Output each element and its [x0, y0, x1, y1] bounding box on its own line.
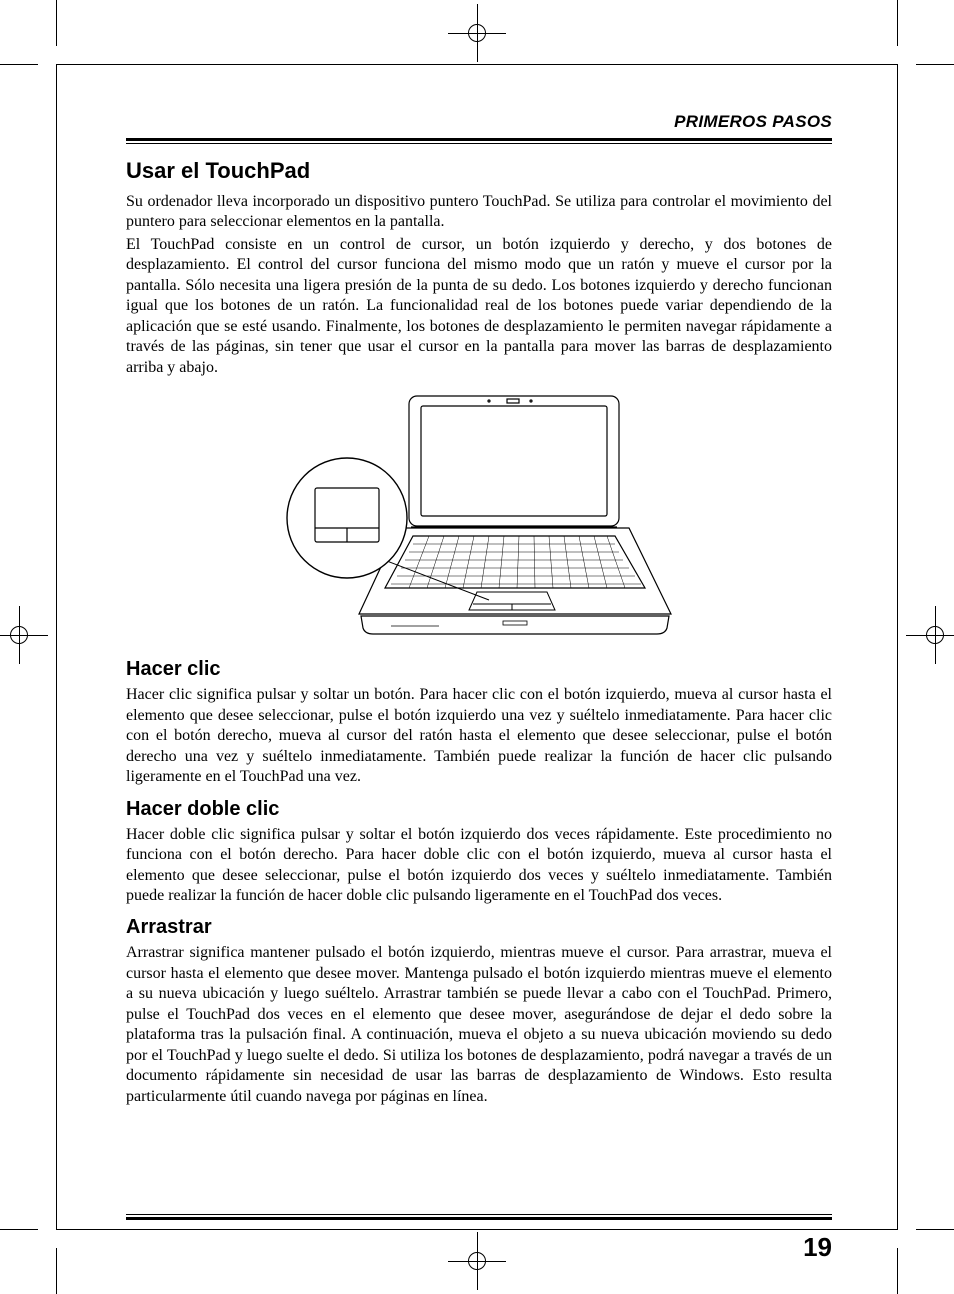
subsection-title-arrastrar: Arrastrar: [126, 916, 832, 939]
header-rule-thin: [126, 143, 832, 144]
footer-rules: [126, 1214, 832, 1222]
arrastrar-paragraph: Arrastrar significa mantener pulsado el …: [126, 943, 832, 1107]
section-title-usar-touchpad: Usar el TouchPad: [126, 158, 832, 184]
touchpad-figure: [279, 388, 679, 648]
running-head: PRIMEROS PASOS: [126, 112, 832, 138]
description-paragraph: El TouchPad consiste en un control de cu…: [126, 235, 832, 378]
intro-paragraph: Su ordenador lleva incorporado un dispos…: [126, 192, 832, 233]
hacer-doble-clic-paragraph: Hacer doble clic significa pulsar y solt…: [126, 825, 832, 907]
header-rule-thick: [126, 138, 832, 141]
page-content: PRIMEROS PASOS Usar el TouchPad Su orden…: [126, 112, 832, 1109]
subsection-title-hacer-clic: Hacer clic: [126, 658, 832, 681]
hacer-clic-paragraph: Hacer clic significa pulsar y soltar un …: [126, 685, 832, 787]
subsection-title-hacer-doble-clic: Hacer doble clic: [126, 798, 832, 821]
page-number: 19: [803, 1232, 832, 1263]
